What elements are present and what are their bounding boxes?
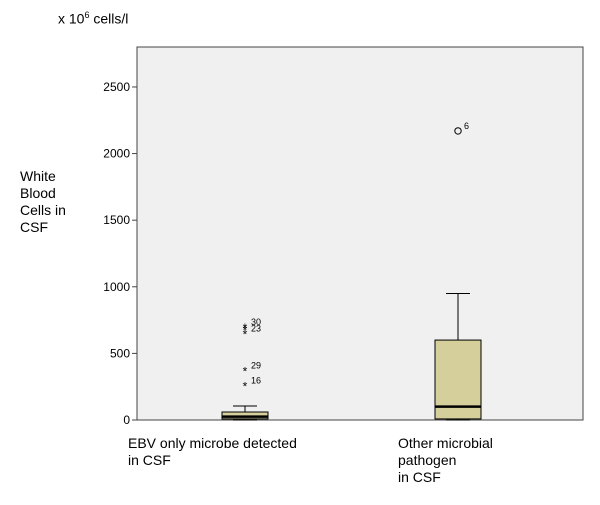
category-label-ebv: EBV only microbe detected in CSF	[128, 435, 297, 469]
y-axis: 0 500 1000 1500 2000 2500	[103, 80, 137, 427]
boxes-group: * 30** 23* 29* 166	[221, 121, 482, 421]
outlier-label: 29	[251, 361, 261, 371]
outlier-label: 16	[251, 375, 261, 385]
y-tick-label: 0	[123, 413, 130, 427]
outlier-label: 6	[464, 121, 469, 131]
y-axis-title-line: Blood	[20, 185, 56, 201]
category-label-line: pathogen	[398, 452, 457, 468]
category-label-line: Other microbial	[398, 435, 493, 451]
outlier-star: *	[243, 365, 248, 379]
y-unit-label: x 106 cells/l	[58, 10, 129, 27]
y-axis-title: White Blood Cells in CSF	[20, 168, 90, 236]
y-axis-title-line: Cells in	[20, 202, 66, 218]
y-tick-label: 500	[110, 346, 130, 360]
outlier-label: 30	[251, 317, 261, 327]
plot-area	[136, 46, 584, 421]
category-label-line: in CSF	[398, 469, 441, 485]
outlier-star: *	[243, 327, 248, 341]
outlier-star: *	[243, 323, 248, 337]
y-tick-label: 1000	[103, 280, 130, 294]
y-tick-label: 2500	[103, 80, 130, 94]
y-tick-label: 2000	[103, 147, 130, 161]
category-label-other: Other microbial pathogen in CSF	[398, 435, 493, 486]
outlier-star: *	[243, 321, 248, 335]
category-label-line: EBV only microbe detected	[128, 435, 297, 451]
category-label-line: in CSF	[128, 452, 171, 468]
outlier-circle	[454, 127, 462, 135]
y-axis-title-line: CSF	[20, 219, 48, 235]
y-axis-title-line: White	[20, 168, 56, 184]
outlier-label: 23	[251, 323, 261, 333]
y-tick-label: 1500	[103, 213, 130, 227]
outlier-star: *	[243, 379, 248, 393]
